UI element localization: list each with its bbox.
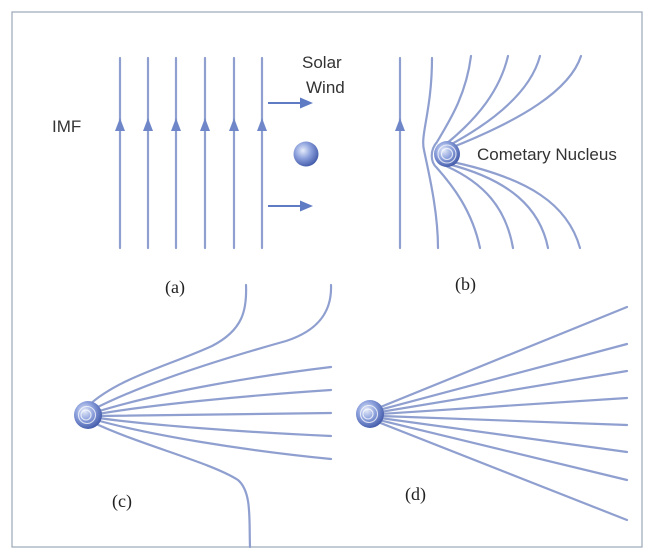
panel-caption-d: (d) [405, 484, 426, 505]
nucleus-ring [359, 404, 379, 424]
solar-wind-label-line2: Wind [306, 78, 345, 97]
field-line [430, 54, 482, 250]
tail-field-lines [86, 283, 333, 549]
up-arrow-icon [171, 118, 181, 131]
nucleus-ring [362, 408, 374, 420]
field-line [378, 396, 629, 416]
panel-caption-b: (b) [455, 274, 476, 295]
field-line [376, 420, 629, 522]
nucleus-ring [437, 144, 457, 164]
up-arrow-icon [115, 118, 125, 131]
field-line [86, 283, 248, 408]
field-line [97, 411, 333, 418]
up-arrow-icon [143, 118, 153, 131]
field-line [378, 416, 629, 454]
field-line [94, 418, 333, 461]
field-line [96, 416, 333, 438]
panel-c: (c) [74, 283, 333, 549]
field-line [377, 418, 629, 482]
field-line [94, 365, 333, 414]
imf-label: IMF [52, 117, 81, 136]
nucleus-ring [440, 147, 454, 161]
figure-frame [11, 11, 643, 548]
up-arrow-icon [257, 118, 267, 131]
solar-wind-label-line1: Solar [302, 53, 342, 72]
solar-wind-arrows [268, 97, 313, 212]
nucleus-icon [356, 400, 384, 428]
nucleus-icon [293, 141, 319, 167]
panel-d: (d) [356, 305, 629, 522]
nucleus-label: Cometary Nucleus [477, 145, 617, 164]
nucleus-ring [80, 409, 92, 421]
field-line [90, 283, 333, 412]
field-line [90, 420, 252, 549]
right-arrow-icon [300, 97, 313, 109]
field-line [96, 388, 333, 416]
field-line [422, 56, 440, 250]
nucleus-icon [74, 401, 102, 429]
panel-caption-c: (c) [112, 491, 132, 512]
field-line [377, 342, 629, 412]
field-line [376, 305, 629, 410]
panel-caption-a: (a) [165, 277, 185, 298]
up-arrow-icon [200, 118, 210, 131]
tail-field-lines [376, 305, 629, 522]
draped-field-lines [395, 54, 583, 250]
up-arrow-icon [229, 118, 239, 131]
field-line [378, 414, 629, 427]
panel-a: IMF Solar Wind (a) [52, 53, 345, 298]
field-line [378, 369, 629, 414]
panel-b: Cometary Nucleus (b) [395, 54, 617, 295]
imf-field-lines [115, 56, 267, 250]
nucleus-ring [77, 405, 97, 425]
right-arrow-icon [300, 200, 313, 212]
up-arrow-icon [395, 118, 405, 131]
